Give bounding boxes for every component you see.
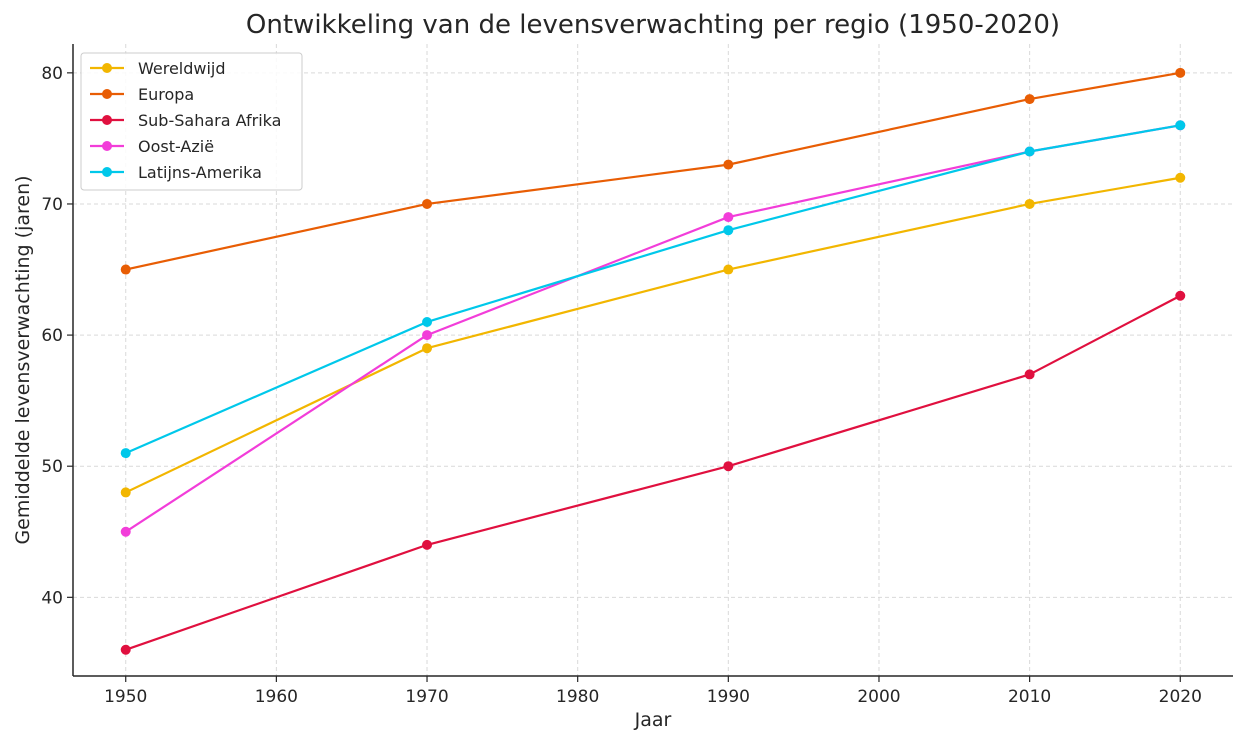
x-tick-label: 1960 — [255, 687, 298, 707]
x-tick-label: 2020 — [1159, 687, 1202, 707]
legend-swatch-marker — [102, 141, 112, 151]
legend-swatch-marker — [102, 115, 112, 125]
legend-swatch-marker — [102, 63, 112, 73]
y-tick-label: 80 — [41, 64, 63, 84]
legend-swatch-marker — [102, 167, 112, 177]
x-tick-label: 1950 — [104, 687, 147, 707]
series-layer — [120, 67, 1186, 655]
data-point — [422, 330, 433, 341]
data-point — [723, 264, 734, 275]
x-axis-label: Jaar — [634, 709, 672, 731]
data-point — [1024, 146, 1035, 157]
data-point — [1024, 198, 1035, 209]
data-point — [120, 487, 131, 498]
chart-title: Ontwikkeling van de levensverwachting pe… — [246, 10, 1060, 40]
data-point — [120, 526, 131, 537]
y-ticks: 40 50 60 70 80 — [41, 64, 73, 608]
legend-label: Wereldwijd — [138, 59, 226, 78]
data-point — [1175, 67, 1186, 78]
x-tick-label: 2010 — [1008, 687, 1051, 707]
legend-label: Sub-Sahara Afrika — [138, 111, 281, 130]
data-point — [1024, 94, 1035, 105]
y-axis-label: Gemiddelde levensverwachting (jaren) — [12, 175, 34, 544]
x-tick-label: 1970 — [405, 687, 448, 707]
data-point — [120, 448, 131, 459]
y-tick-label: 40 — [41, 588, 63, 608]
x-tick-label: 1990 — [707, 687, 750, 707]
x-tick-label: 2000 — [857, 687, 900, 707]
legend-item: Latijns-Amerika — [90, 163, 262, 182]
data-point — [1175, 172, 1186, 183]
legend-item: Europa — [90, 85, 194, 104]
data-point — [120, 264, 131, 275]
data-point — [1024, 369, 1035, 380]
data-point — [1175, 120, 1186, 131]
x-tick-label: 1980 — [556, 687, 599, 707]
legend-item: Sub-Sahara Afrika — [90, 111, 281, 130]
legend-label: Latijns-Amerika — [138, 163, 262, 182]
legend-item: Oost-Azië — [90, 137, 214, 156]
legend-box — [80, 52, 303, 191]
y-tick-label: 60 — [41, 326, 63, 346]
series-0 — [120, 172, 1186, 498]
data-point — [1175, 290, 1186, 301]
series-2 — [120, 290, 1186, 655]
x-ticks: 1950 1960 1970 1980 1990 2000 2010 2020 — [104, 676, 1202, 707]
legend-label: Europa — [138, 85, 194, 104]
data-point — [422, 198, 433, 209]
legend-item: Wereldwijd — [90, 59, 226, 78]
series-line — [125, 294, 1181, 651]
data-point — [422, 539, 433, 550]
data-point — [723, 159, 734, 170]
legend-swatch-marker — [102, 89, 112, 99]
data-point — [120, 644, 131, 655]
data-point — [723, 225, 734, 236]
y-tick-label: 50 — [41, 457, 63, 477]
series-1 — [120, 67, 1186, 275]
data-point — [422, 343, 433, 354]
legend-label: Oost-Azië — [138, 137, 214, 156]
data-point — [422, 316, 433, 327]
y-tick-label: 70 — [41, 195, 63, 215]
data-point — [723, 461, 734, 472]
legend: Wereldwijd Europa Sub-Sahara Afrika Oost-Az… — [80, 52, 303, 191]
series-4 — [120, 120, 1186, 459]
data-point — [723, 212, 734, 223]
